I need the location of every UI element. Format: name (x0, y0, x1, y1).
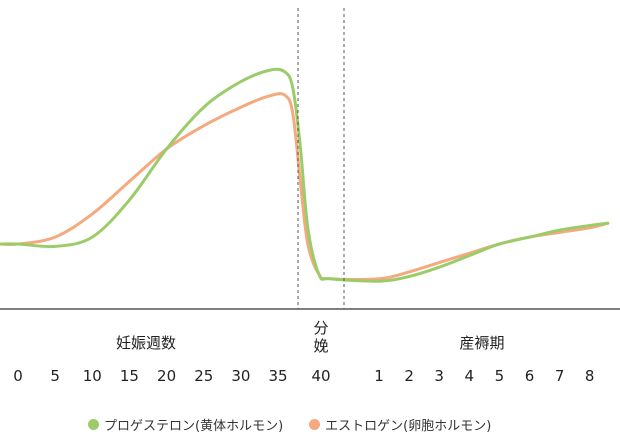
x-tick-labels: 0 5 10 15 20 25 30 35 40 1 2 3 4 5 6 7 8 (13, 367, 594, 385)
section-label-pregnancy: 妊娠週数 (116, 334, 176, 352)
delivery-label-char: 娩 (313, 337, 328, 355)
x-tick-label-postpartum: 7 (555, 367, 565, 385)
x-tick-label-week: 15 (120, 367, 139, 385)
x-tick-label-postpartum: 4 (465, 367, 475, 385)
section-label-delivery: 分娩 (313, 319, 328, 355)
legend: プロゲステロン(黄体ホルモン) エストロゲン(卵胞ホルモン) (88, 415, 517, 434)
x-tick-label-week: 5 (50, 367, 60, 385)
x-tick-label-week: 0 (13, 367, 23, 385)
section-label-postpartum: 産褥期 (459, 334, 504, 352)
delivery-label-char: 分 (313, 319, 328, 337)
x-tick-label-week: 35 (269, 367, 288, 385)
legend-item-progesterone: プロゲステロン(黄体ホルモン) (88, 415, 283, 434)
x-tick-label-week: 20 (157, 367, 176, 385)
x-tick-label-week: 10 (83, 367, 102, 385)
legend-item-estrogen: エストロゲン(卵胞ホルモン) (309, 415, 491, 434)
legend-label-progesterone: プロゲステロン(黄体ホルモン) (104, 419, 284, 434)
x-tick-label-delivery: 40 (311, 367, 330, 385)
series-line-progesterone (0, 67, 610, 283)
x-tick-label-postpartum: 3 (434, 367, 444, 385)
legend-label-estrogen: エストロゲン(卵胞ホルモン) (325, 419, 492, 434)
x-tick-label-postpartum: 1 (374, 367, 384, 385)
x-tick-label-postpartum: 5 (495, 367, 505, 385)
x-tick-label-postpartum: 6 (525, 367, 535, 385)
series-lines (0, 67, 610, 283)
x-tick-label-postpartum: 2 (404, 367, 414, 385)
x-tick-label-postpartum: 8 (585, 367, 595, 385)
x-tick-label-week: 30 (231, 367, 250, 385)
x-tick-label-week: 25 (194, 367, 213, 385)
legend-dot-estrogen (309, 419, 321, 430)
legend-dot-progesterone (88, 419, 99, 430)
